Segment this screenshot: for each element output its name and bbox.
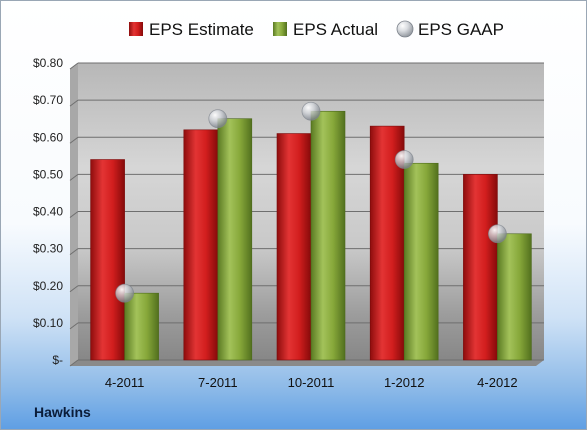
gridline-side	[69, 99, 79, 107]
y-tick-label: $-	[52, 353, 63, 367]
x-tick-label: 10-2011	[288, 375, 335, 390]
gridline-side	[69, 211, 79, 218]
eps-actual-bar	[403, 162, 439, 361]
eps-estimate-bar	[463, 174, 498, 361]
eps-estimate-bar	[276, 133, 312, 361]
x-tick-label: 4-2011	[105, 375, 145, 390]
y-tick-label: $0.70	[33, 93, 63, 107]
gridline-side	[69, 322, 79, 330]
eps-estimate-bar	[90, 159, 125, 361]
eps-actual-bar	[310, 110, 346, 361]
legend-marker-eps-gaap	[396, 20, 414, 38]
legend-label: EPS Actual	[293, 20, 378, 39]
eps-gaap-marker	[208, 109, 228, 129]
legend-label: EPS Estimate	[149, 20, 254, 39]
y-tick-label: $0.60	[33, 130, 63, 144]
eps-gaap-marker	[487, 224, 507, 244]
eps-gaap-marker	[394, 150, 414, 169]
plot-floor	[70, 360, 544, 366]
y-tick-label: $0.10	[33, 316, 63, 330]
y-tick-label: $0.80	[33, 56, 63, 70]
eps-actual-bar	[217, 118, 253, 361]
gridline-side	[69, 62, 79, 70]
y-tick-label: $0.40	[33, 205, 63, 219]
gridline-side	[69, 248, 79, 256]
legend: EPS Estimate EPS Actual EPS GAAP	[129, 20, 504, 39]
x-tick-label: 4-2012	[477, 375, 517, 390]
legend-swatch-eps-estimate	[129, 22, 143, 36]
eps-estimate-bar	[183, 129, 219, 361]
gridline-side	[69, 359, 79, 367]
x-tick-label: 1-2012	[384, 375, 424, 390]
gridline-side	[69, 173, 79, 181]
y-tick-label: $0.30	[33, 242, 63, 256]
eps-gaap-marker	[301, 101, 321, 121]
y-tick-label: $0.20	[33, 279, 63, 293]
eps-actual-bar	[497, 233, 532, 361]
legend-swatch-eps-actual	[273, 22, 287, 36]
y-tick-label: $0.50	[33, 167, 63, 181]
gridline-side	[69, 285, 79, 293]
gridline-side	[69, 136, 79, 144]
legend-label: EPS GAAP	[418, 20, 504, 39]
eps-gaap-marker	[115, 283, 134, 303]
x-tick-label: 7-2011	[198, 375, 238, 390]
company-name: Hawkins	[34, 404, 91, 420]
eps-actual-bar	[124, 292, 159, 361]
